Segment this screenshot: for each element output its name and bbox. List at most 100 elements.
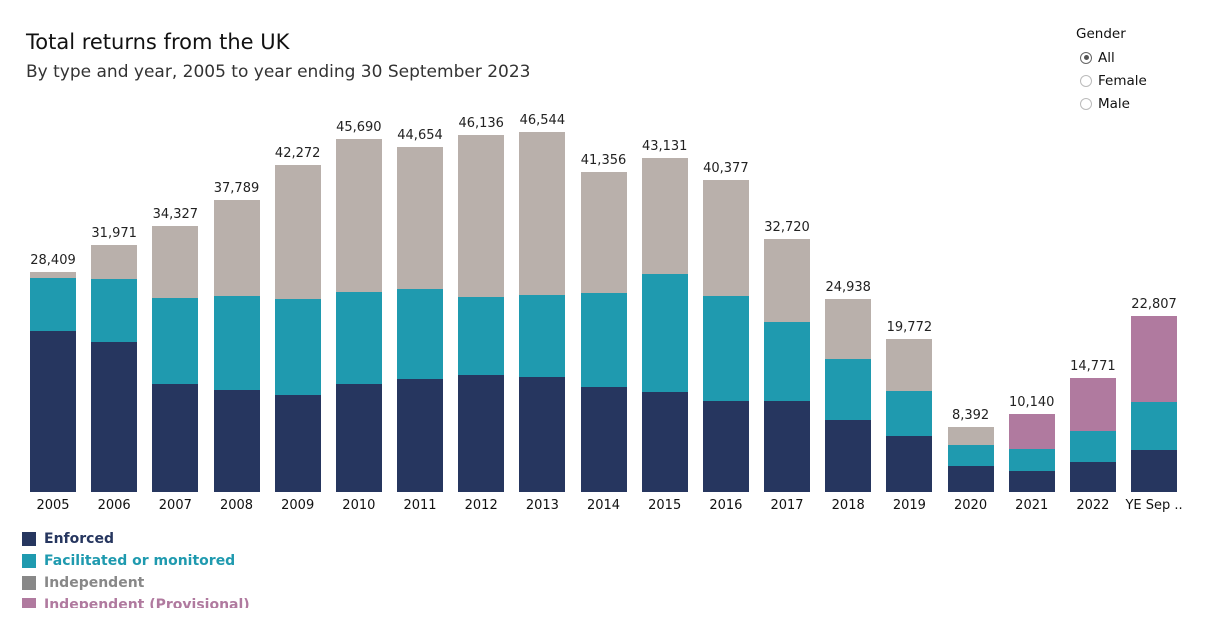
- total-label: 31,971: [91, 225, 137, 241]
- x-tick-label: 2013: [525, 498, 559, 513]
- bar-segment-facilitated[interactable]: [1008, 449, 1055, 472]
- bar-segment-enforced[interactable]: [1069, 461, 1116, 492]
- legend: Enforced Facilitated or monitored Indepe…: [22, 528, 250, 608]
- total-label: 8,392: [951, 408, 990, 424]
- radio-icon[interactable]: [1080, 97, 1092, 110]
- legend-swatch: [22, 532, 36, 546]
- x-tick-label: 2006: [97, 498, 131, 513]
- bar-segment-enforced[interactable]: [947, 465, 994, 492]
- bar-segment-facilitated[interactable]: [764, 321, 811, 401]
- legend-label: Independent: [44, 575, 145, 591]
- bar-segment-facilitated[interactable]: [152, 297, 199, 384]
- x-tick-label: 2011: [403, 498, 437, 513]
- option-label: Male: [1098, 95, 1130, 112]
- legend-swatch: [22, 554, 36, 568]
- bar-segment-enforced[interactable]: [1008, 471, 1055, 492]
- bar-segment-independent[interactable]: [274, 165, 321, 300]
- bar-segment-enforced[interactable]: [397, 379, 444, 492]
- chart-subtitle: By type and year, 2005 to year ending 30…: [26, 62, 531, 82]
- legend-item-independent[interactable]: Independent: [22, 572, 250, 594]
- bar-segment-enforced[interactable]: [764, 400, 811, 492]
- bar-segment-facilitated[interactable]: [1069, 430, 1116, 462]
- bar-segment-facilitated[interactable]: [335, 291, 382, 384]
- total-label: 22,807: [1131, 296, 1177, 312]
- legend-item-independent-provisional[interactable]: Independent (Provisional): [22, 594, 250, 608]
- bar-segment-independent[interactable]: [397, 146, 444, 289]
- bar-segment-enforced[interactable]: [458, 375, 505, 492]
- gender-filter: Gender All Female Male: [1076, 26, 1147, 115]
- bar-segment-enforced[interactable]: [702, 400, 749, 492]
- x-tick-label: 2015: [648, 498, 682, 513]
- bar-segment-independent[interactable]: [458, 135, 505, 298]
- bar-segment-independent[interactable]: [825, 299, 872, 359]
- legend-item-enforced[interactable]: Enforced: [22, 528, 250, 550]
- legend-item-facilitated[interactable]: Facilitated or monitored: [22, 550, 250, 572]
- x-tick-label: 2019: [892, 498, 926, 513]
- bar-segment-independent[interactable]: [91, 244, 138, 279]
- bar-segment-enforced[interactable]: [825, 420, 872, 492]
- bar-segment-facilitated[interactable]: [641, 274, 688, 393]
- x-tick-label: 2022: [1076, 498, 1110, 513]
- bar-segment-enforced[interactable]: [641, 392, 688, 492]
- total-label: 28,409: [30, 253, 76, 269]
- bar-segment-independent-provisional[interactable]: [1008, 413, 1055, 450]
- radio-icon[interactable]: [1080, 74, 1092, 87]
- bar-segment-independent-provisional[interactable]: [1069, 377, 1116, 431]
- bar-segment-enforced[interactable]: [30, 331, 76, 492]
- bar-segment-enforced[interactable]: [1131, 450, 1178, 492]
- option-label: Female: [1098, 72, 1147, 89]
- bar-segment-facilitated[interactable]: [886, 391, 933, 437]
- radio-selected-icon[interactable]: [1080, 51, 1092, 64]
- total-label: 37,789: [213, 180, 260, 196]
- x-tick-label: 2018: [831, 498, 865, 513]
- total-label: 10,140: [1008, 394, 1055, 410]
- bar-segment-facilitated[interactable]: [825, 358, 872, 421]
- bar-segment-facilitated[interactable]: [91, 278, 138, 342]
- bar-segment-independent[interactable]: [335, 138, 382, 292]
- bar-segment-facilitated[interactable]: [458, 297, 505, 376]
- bar-segment-facilitated[interactable]: [30, 278, 76, 332]
- bar-segment-independent[interactable]: [886, 339, 933, 392]
- bar-segment-independent[interactable]: [947, 427, 994, 445]
- bar-segment-facilitated[interactable]: [1131, 402, 1178, 451]
- gender-option-male[interactable]: Male: [1076, 92, 1147, 115]
- total-label: 45,690: [336, 119, 382, 135]
- bar-segment-facilitated[interactable]: [580, 292, 627, 387]
- bar-segment-enforced[interactable]: [335, 383, 382, 492]
- bar-segment-facilitated[interactable]: [947, 444, 994, 466]
- x-tick-label: 2021: [1015, 498, 1049, 513]
- bar-segment-facilitated[interactable]: [397, 288, 444, 380]
- bar-segment-facilitated[interactable]: [519, 294, 566, 377]
- total-label: 40,377: [703, 160, 749, 176]
- legend-label: Independent (Provisional): [44, 597, 250, 608]
- legend-swatch: [22, 576, 36, 590]
- gender-option-all[interactable]: All: [1076, 46, 1147, 69]
- bar-segment-facilitated[interactable]: [213, 295, 260, 390]
- total-label: 42,272: [274, 146, 321, 162]
- total-label: 19,772: [886, 320, 933, 336]
- bar-segment-enforced[interactable]: [274, 395, 321, 492]
- bar-segment-independent[interactable]: [213, 199, 260, 296]
- bar-segment-enforced[interactable]: [580, 386, 627, 492]
- bar-segment-independent[interactable]: [30, 272, 76, 279]
- gender-option-female[interactable]: Female: [1076, 69, 1147, 92]
- bar-segment-independent[interactable]: [641, 158, 688, 275]
- bar-segment-independent-provisional[interactable]: [1131, 315, 1178, 403]
- bar-segment-independent[interactable]: [764, 238, 811, 322]
- x-tick-label: 2014: [586, 498, 621, 513]
- option-label: All: [1098, 49, 1115, 66]
- chart-title: Total returns from the UK: [26, 30, 290, 54]
- bar-segment-independent[interactable]: [702, 179, 749, 296]
- bar-segment-facilitated[interactable]: [274, 299, 321, 396]
- bar-segment-enforced[interactable]: [519, 376, 566, 492]
- legend-swatch: [22, 598, 36, 608]
- bar-segment-facilitated[interactable]: [702, 295, 749, 401]
- bar-segment-enforced[interactable]: [213, 389, 260, 492]
- bar-segment-independent[interactable]: [580, 172, 627, 293]
- bar-segment-enforced[interactable]: [91, 341, 138, 492]
- bar-segment-enforced[interactable]: [886, 436, 933, 492]
- bar-segment-independent[interactable]: [152, 226, 199, 298]
- bar-segment-independent[interactable]: [519, 132, 566, 295]
- total-label: 24,938: [825, 280, 871, 296]
- bar-segment-enforced[interactable]: [152, 383, 199, 492]
